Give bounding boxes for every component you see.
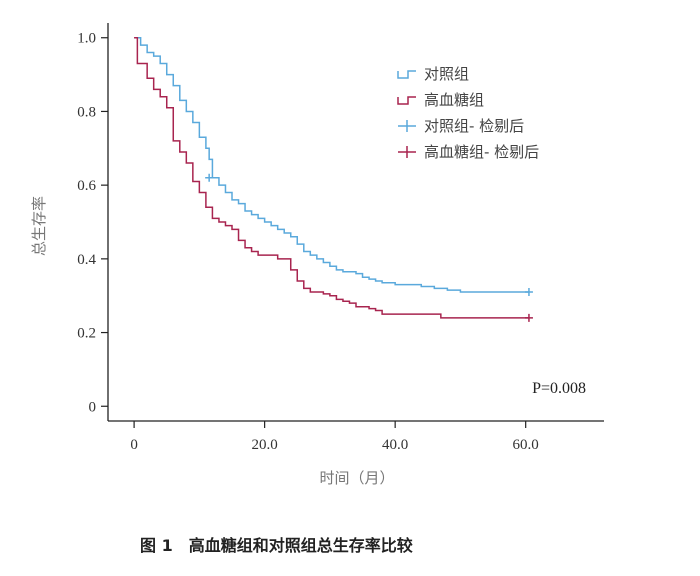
y-tick-label: 0.6 xyxy=(77,178,96,194)
censor-mark xyxy=(524,288,533,297)
y-tick-label: 1.0 xyxy=(77,31,96,47)
x-tick-label: 0 xyxy=(130,437,138,453)
y-tick-label: 0.2 xyxy=(77,326,96,342)
legend-line-symbol xyxy=(397,96,416,105)
series-line-1 xyxy=(134,36,529,293)
x-tick-label: 20.0 xyxy=(252,437,278,453)
legend-item-label: 高血糖组- 检剔后 xyxy=(424,143,539,161)
chart-axes xyxy=(107,23,604,422)
km-chart: 00.20.40.60.81.0 0 20.0 40.0 60.0 对照组高血糖组对照… xyxy=(30,23,604,487)
legend-item-label: 对照组- 检剔后 xyxy=(424,117,524,135)
y-tick-label: 0.8 xyxy=(77,104,96,120)
y-tick-label: 0 xyxy=(89,399,97,415)
y-tick-label: 0.4 xyxy=(77,252,96,268)
figure-caption-text: 高血糖组和对照组总生存率比较 xyxy=(188,536,413,555)
figure-caption: 图 1 高血糖组和对照组总生存率比较 xyxy=(140,532,413,556)
x-ticks: 0 20.0 40.0 60.0 xyxy=(130,421,539,453)
p-value-annotation: P=0.008 xyxy=(532,380,586,397)
legend-line-symbol xyxy=(397,70,416,79)
legend-censor-symbol xyxy=(398,146,416,158)
figure-number: 图 1 xyxy=(140,536,173,555)
series-line-2 xyxy=(134,36,529,319)
x-axis-title: 时间（月） xyxy=(319,469,394,487)
x-tick-label: 40.0 xyxy=(382,437,408,453)
legend-item-label: 高血糖组 xyxy=(424,91,484,109)
censor-mark xyxy=(524,313,533,322)
x-tick-label: 60.0 xyxy=(513,437,539,453)
censor-mark xyxy=(205,173,214,182)
y-axis-title: 总生存率 xyxy=(30,196,48,256)
legend-item-label: 对照组 xyxy=(424,65,469,83)
y-ticks: 0 0.2 0.4 0.6 0.8 1.0 xyxy=(77,31,108,415)
survival-curves xyxy=(134,36,533,322)
legend-censor-symbol xyxy=(398,120,416,132)
